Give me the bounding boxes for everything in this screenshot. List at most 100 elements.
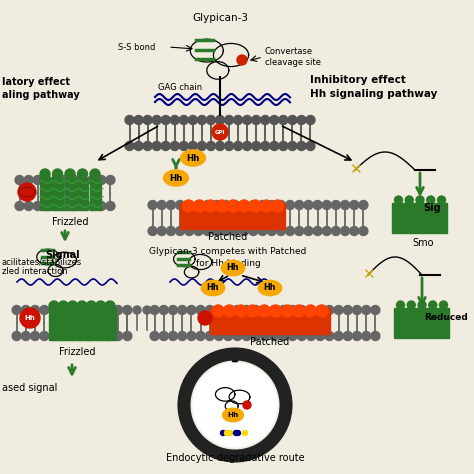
Circle shape bbox=[170, 142, 179, 151]
Ellipse shape bbox=[201, 280, 225, 296]
Circle shape bbox=[236, 430, 240, 436]
Circle shape bbox=[279, 331, 288, 340]
Circle shape bbox=[21, 331, 30, 340]
Circle shape bbox=[306, 116, 315, 125]
Bar bbox=[394, 308, 449, 338]
Circle shape bbox=[31, 331, 39, 340]
Circle shape bbox=[316, 305, 328, 317]
Text: Hh: Hh bbox=[228, 412, 238, 418]
Bar bbox=[58, 308, 69, 340]
Circle shape bbox=[331, 227, 340, 236]
Circle shape bbox=[203, 201, 212, 210]
Text: Patched: Patched bbox=[209, 232, 247, 242]
Circle shape bbox=[79, 175, 88, 184]
Circle shape bbox=[325, 306, 334, 315]
Circle shape bbox=[396, 301, 404, 309]
Circle shape bbox=[58, 306, 67, 315]
Ellipse shape bbox=[181, 150, 205, 166]
Circle shape bbox=[258, 201, 267, 210]
Circle shape bbox=[307, 306, 316, 315]
Circle shape bbox=[207, 116, 216, 125]
Circle shape bbox=[205, 331, 214, 340]
Text: Patched: Patched bbox=[250, 337, 290, 347]
Bar bbox=[68, 308, 79, 340]
Text: Reduced: Reduced bbox=[424, 313, 468, 322]
Circle shape bbox=[21, 306, 30, 315]
Circle shape bbox=[166, 227, 175, 236]
Circle shape bbox=[114, 331, 123, 340]
Circle shape bbox=[313, 227, 322, 236]
Circle shape bbox=[193, 363, 277, 447]
Circle shape bbox=[134, 116, 143, 125]
Bar bbox=[78, 178, 89, 210]
Circle shape bbox=[405, 196, 413, 204]
Bar bbox=[86, 308, 97, 340]
Circle shape bbox=[267, 227, 276, 236]
Circle shape bbox=[272, 200, 283, 212]
Circle shape bbox=[261, 306, 270, 315]
Circle shape bbox=[42, 175, 51, 184]
Circle shape bbox=[407, 301, 415, 309]
Circle shape bbox=[51, 175, 60, 184]
Circle shape bbox=[297, 142, 306, 151]
Circle shape bbox=[224, 331, 233, 340]
Bar bbox=[392, 203, 447, 233]
Ellipse shape bbox=[164, 170, 188, 186]
Circle shape bbox=[216, 200, 228, 212]
Circle shape bbox=[207, 142, 216, 151]
Circle shape bbox=[371, 306, 380, 315]
Circle shape bbox=[224, 305, 236, 317]
Circle shape bbox=[70, 175, 79, 184]
Circle shape bbox=[157, 201, 166, 210]
Circle shape bbox=[343, 331, 352, 340]
Circle shape bbox=[187, 306, 196, 315]
Ellipse shape bbox=[258, 280, 282, 296]
Circle shape bbox=[243, 430, 247, 436]
Circle shape bbox=[394, 196, 402, 204]
Circle shape bbox=[86, 331, 95, 340]
Circle shape bbox=[61, 201, 70, 210]
Circle shape bbox=[33, 175, 42, 184]
Circle shape bbox=[104, 306, 113, 315]
Circle shape bbox=[313, 201, 322, 210]
Circle shape bbox=[438, 196, 446, 204]
Circle shape bbox=[178, 306, 187, 315]
Circle shape bbox=[194, 227, 203, 236]
Circle shape bbox=[188, 142, 197, 151]
Circle shape bbox=[307, 331, 316, 340]
Text: acilitates/stabilizes: acilitates/stabilizes bbox=[2, 257, 82, 266]
Circle shape bbox=[150, 331, 159, 340]
Text: aling pathway: aling pathway bbox=[2, 90, 80, 100]
Circle shape bbox=[276, 201, 285, 210]
Text: ✕: ✕ bbox=[348, 163, 361, 177]
Circle shape bbox=[240, 201, 249, 210]
Circle shape bbox=[185, 201, 194, 210]
Circle shape bbox=[249, 227, 258, 236]
Circle shape bbox=[243, 142, 252, 151]
Circle shape bbox=[334, 331, 343, 340]
Circle shape bbox=[285, 201, 294, 210]
Circle shape bbox=[215, 331, 224, 340]
Circle shape bbox=[235, 305, 247, 317]
Circle shape bbox=[175, 227, 184, 236]
Circle shape bbox=[293, 305, 305, 317]
Circle shape bbox=[196, 331, 205, 340]
Circle shape bbox=[95, 331, 104, 340]
Circle shape bbox=[67, 331, 76, 340]
Circle shape bbox=[288, 142, 297, 151]
Circle shape bbox=[166, 201, 175, 210]
Circle shape bbox=[279, 116, 288, 125]
Circle shape bbox=[125, 142, 134, 151]
Circle shape bbox=[224, 306, 233, 315]
Circle shape bbox=[221, 201, 230, 210]
Circle shape bbox=[261, 142, 270, 151]
Circle shape bbox=[175, 201, 184, 210]
Circle shape bbox=[237, 55, 247, 65]
Circle shape bbox=[341, 201, 350, 210]
Circle shape bbox=[225, 142, 234, 151]
Circle shape bbox=[168, 331, 177, 340]
Circle shape bbox=[418, 301, 426, 309]
Circle shape bbox=[193, 200, 206, 212]
Circle shape bbox=[228, 430, 233, 436]
Circle shape bbox=[295, 201, 304, 210]
